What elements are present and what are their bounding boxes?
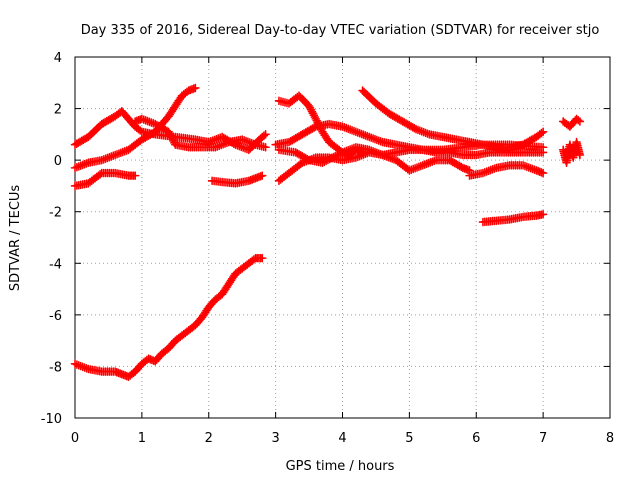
y-tick-label: -6 <box>49 309 62 324</box>
data-points <box>70 83 585 382</box>
x-tick-label: 3 <box>271 431 279 446</box>
y-tick-label: -8 <box>49 360 62 375</box>
series-s5 <box>70 253 267 382</box>
series-s11 <box>358 86 548 152</box>
y-tick-label: 0 <box>54 154 62 169</box>
data-point <box>261 130 270 139</box>
x-tick-label: 4 <box>338 431 346 446</box>
data-point <box>191 83 200 93</box>
data-point <box>575 117 585 126</box>
data-point <box>257 171 267 180</box>
y-tick-label: -4 <box>49 257 62 272</box>
grid <box>75 57 610 418</box>
data-point <box>257 253 267 263</box>
axis-ticks: 0 1 2 3 4 5 6 7 8 4 2 0 -2 -4 -6 -8 -10 <box>41 51 614 446</box>
series-s10 <box>274 145 548 186</box>
series-s15 <box>558 137 585 168</box>
x-tick-label: 0 <box>71 431 79 446</box>
data-point <box>538 148 548 157</box>
y-axis-label: SDTVAR / TECUs <box>8 185 23 292</box>
x-tick-label: 8 <box>606 431 614 446</box>
series-s2 <box>70 83 200 173</box>
x-tick-label: 2 <box>205 431 213 446</box>
data-point <box>538 127 548 137</box>
series-s13 <box>478 209 548 227</box>
data-point <box>538 209 548 219</box>
data-point <box>130 171 140 180</box>
y-tick-label: 4 <box>54 51 62 66</box>
y-tick-label: -2 <box>49 206 62 221</box>
series-s4 <box>130 114 270 152</box>
x-tick-label: 7 <box>539 431 547 446</box>
chart-title: Day 335 of 2016, Sidereal Day-to-day VTE… <box>81 23 600 38</box>
x-axis-label: GPS time / hours <box>286 459 395 474</box>
data-point <box>261 142 270 152</box>
x-tick-label: 6 <box>472 431 480 446</box>
series-s7 <box>274 91 367 160</box>
x-tick-label: 1 <box>138 431 146 446</box>
series-s12 <box>465 161 548 180</box>
series-s6 <box>207 171 267 188</box>
data-point <box>538 168 548 178</box>
series-s14 <box>558 114 585 131</box>
data-point <box>575 150 585 160</box>
series-s3 <box>70 168 140 191</box>
y-tick-label: 2 <box>54 103 62 118</box>
x-tick-label: 5 <box>405 431 413 446</box>
y-tick-label: -10 <box>41 412 62 427</box>
